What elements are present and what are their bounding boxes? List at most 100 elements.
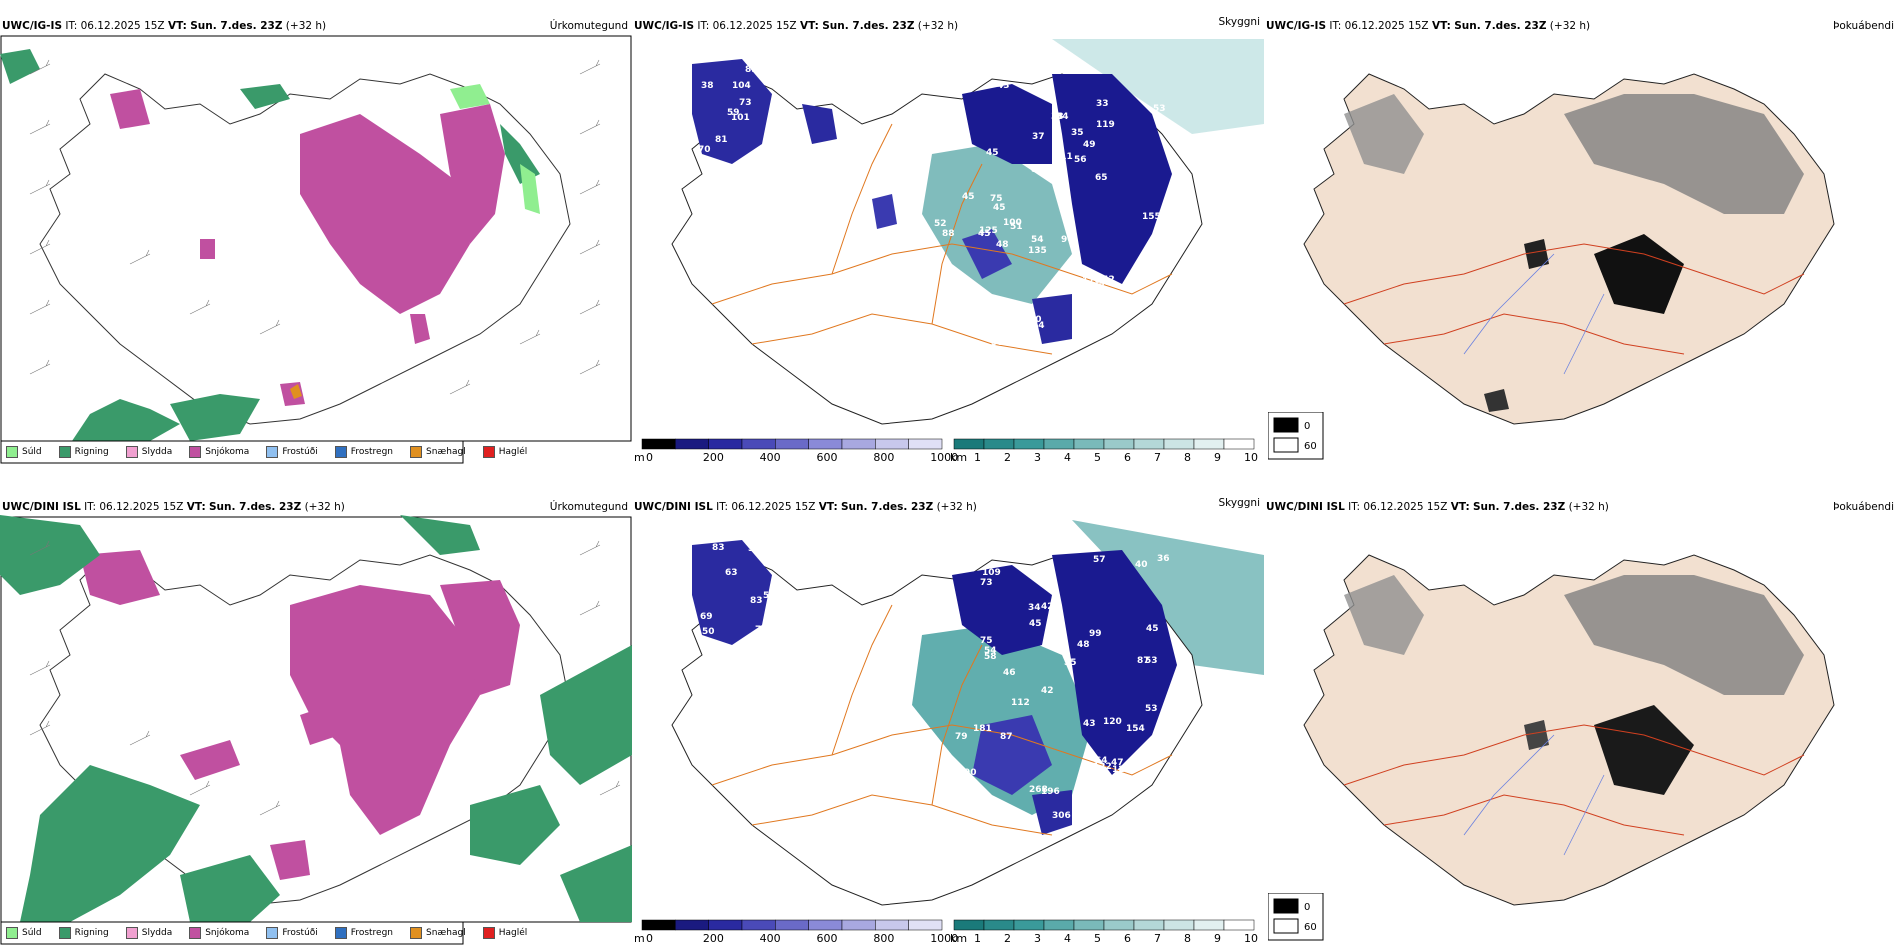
colorbar-unit: m — [634, 932, 645, 945]
cloud-base-value: 154 — [1126, 724, 1145, 734]
legend-label: Frostúði — [282, 928, 318, 938]
panel-header: UWC/DINI ISL IT: 06.12.2025 15Z VT: Sun.… — [634, 501, 977, 513]
colorbar-segment — [1223, 919, 1255, 931]
cloud-base-value: 181 — [973, 724, 992, 734]
cloud-base-value: 78 — [1136, 319, 1149, 329]
road-network — [1343, 243, 1805, 355]
colorbar-segment — [1013, 438, 1045, 450]
cloud-base-value: 268 — [1029, 785, 1048, 795]
cloud-base-value: 48 — [996, 240, 1009, 250]
colorbar-segment — [1103, 438, 1135, 450]
colorbar-segment — [1223, 438, 1255, 450]
cloud-base-value: 38 — [701, 81, 714, 91]
colorbar-unit: km — [950, 932, 967, 945]
cloud-base-value: 145 — [1080, 789, 1099, 799]
fog-swatch — [1273, 437, 1299, 453]
cloud-base-value: 73 — [739, 98, 752, 108]
cloud-base-value: 52 — [1046, 166, 1059, 176]
cloud-base-value: 155 — [1142, 212, 1161, 222]
legend-item: Frostregn — [334, 927, 394, 939]
cloud-base-colorbar: m 0 200 400 600 800 1000 — [634, 438, 958, 464]
cloud-base-value: 111 — [1054, 152, 1073, 162]
road-network — [711, 604, 1173, 836]
panel-title: Úrkomutegund — [549, 501, 628, 513]
cloud-base-value: 57 — [1093, 555, 1106, 565]
cloud-base-value: 50 — [702, 627, 715, 637]
legend-item: Rigning — [58, 446, 109, 458]
cloud-panel-bottom: UWC/DINI ISL IT: 06.12.2025 15Z VT: Sun.… — [632, 495, 1264, 945]
fog-swatch — [1273, 417, 1299, 433]
colorbar-tick: 10 — [1244, 451, 1258, 464]
visibility-colorbar: km 1 2 3 4 5 6 7 8 9 10 — [950, 919, 1258, 945]
legend-label: Frostregn — [350, 447, 394, 457]
cloud-base-value: 49 — [1083, 140, 1096, 150]
colorbar-segment — [1163, 919, 1195, 931]
legend-label: Frostregn — [350, 928, 394, 938]
visibility-colorbar: km 1 2 3 4 5 6 7 8 9 10 — [950, 438, 1258, 464]
cloud-base-value: 37 — [1032, 132, 1045, 142]
cloud-panel-top: UWC/IG-IS IT: 06.12.2025 15Z VT: Sun. 7.… — [632, 14, 1264, 464]
colorbar-segment — [1133, 438, 1165, 450]
legend-swatch — [6, 927, 18, 939]
cloud-base-value: 90 — [964, 768, 977, 778]
cloud-base-value: 99 — [1089, 629, 1102, 639]
colorbar-tick: 2 — [1004, 932, 1011, 945]
fog-label: 0 — [1304, 421, 1310, 432]
wind-barbs — [29, 540, 621, 816]
cloud-base-value: 112 — [1011, 698, 1030, 708]
cloud-map: 83 51508363776955344373751095342455548424… — [634, 520, 1264, 945]
fog-label: 0 — [1304, 902, 1310, 913]
colorbar-tick: 200 — [703, 932, 724, 945]
wind-barbs — [29, 59, 601, 395]
cloud-base-value: 17 — [1126, 817, 1139, 827]
colorbar-tick: 5 — [1094, 451, 1101, 464]
legend-label: Snæhagl — [426, 928, 466, 938]
legend-swatch — [266, 927, 279, 939]
colorbar-tick: 3 — [1034, 932, 1041, 945]
cloud-base-value: 100 — [1003, 218, 1022, 228]
cloud-base-value: 59 — [727, 108, 740, 118]
cloud-base-value: 45 — [978, 229, 991, 239]
cloud-base-value: 120 — [1103, 717, 1122, 727]
colorbar-segment — [741, 919, 776, 931]
colorbar-segment — [775, 919, 809, 931]
colorbar-segment — [1073, 438, 1105, 450]
cloud-base-value: 63 — [725, 568, 738, 578]
precip-map — [0, 515, 632, 945]
cloud-base-value: 96 — [1061, 235, 1074, 245]
cloud-base-value: 89 — [745, 65, 758, 75]
colorbar-segment — [875, 919, 909, 931]
legend-item: Snæhagl — [410, 446, 466, 458]
cloud-base-value: 51 — [763, 591, 776, 601]
legend-label: Haglél — [498, 928, 528, 938]
colorbar-tick: 600 — [817, 932, 838, 945]
colorbar-segment — [741, 438, 776, 450]
panel-title: Þokuábendi — [1833, 501, 1894, 513]
fog-colorbar-bottom: 0 60 — [1268, 893, 1324, 941]
cloud-base-value: 75 — [990, 194, 1003, 204]
cloud-base-value: 142 — [1096, 275, 1115, 285]
colorbar-segment — [1133, 919, 1165, 931]
colorbar-tick: 800 — [873, 451, 894, 464]
legend-swatch — [334, 446, 347, 458]
cloud-base-value: 83 — [750, 596, 763, 606]
legend-label: Snjókoma — [205, 447, 250, 457]
legend-item: Frostregn — [334, 446, 394, 458]
colorbar-segment — [1013, 919, 1045, 931]
legend-item: Snjókoma — [189, 446, 249, 458]
cloud-base-value: 34 — [1056, 112, 1069, 122]
road-network — [711, 123, 1173, 355]
colorbar-tick: 1 — [974, 451, 981, 464]
colorbar-tick: 1000 — [930, 451, 958, 464]
cloud-base-value: 33 — [1096, 99, 1109, 109]
colorbar-tick: 4 — [1064, 451, 1071, 464]
cloud-base-value: 35 — [1071, 128, 1084, 138]
cloud-base-value: 51 — [1010, 222, 1023, 232]
cloud-base-value: 68 — [1121, 341, 1134, 351]
colorbar-tick: 7 — [1154, 932, 1161, 945]
cloud-base-value: 75 — [980, 636, 993, 646]
colorbar-segment — [675, 919, 709, 931]
colorbar-segment — [675, 438, 709, 450]
cloud-base-value: 65 — [1095, 173, 1108, 183]
cloud-base-value: 122 — [1093, 762, 1112, 772]
